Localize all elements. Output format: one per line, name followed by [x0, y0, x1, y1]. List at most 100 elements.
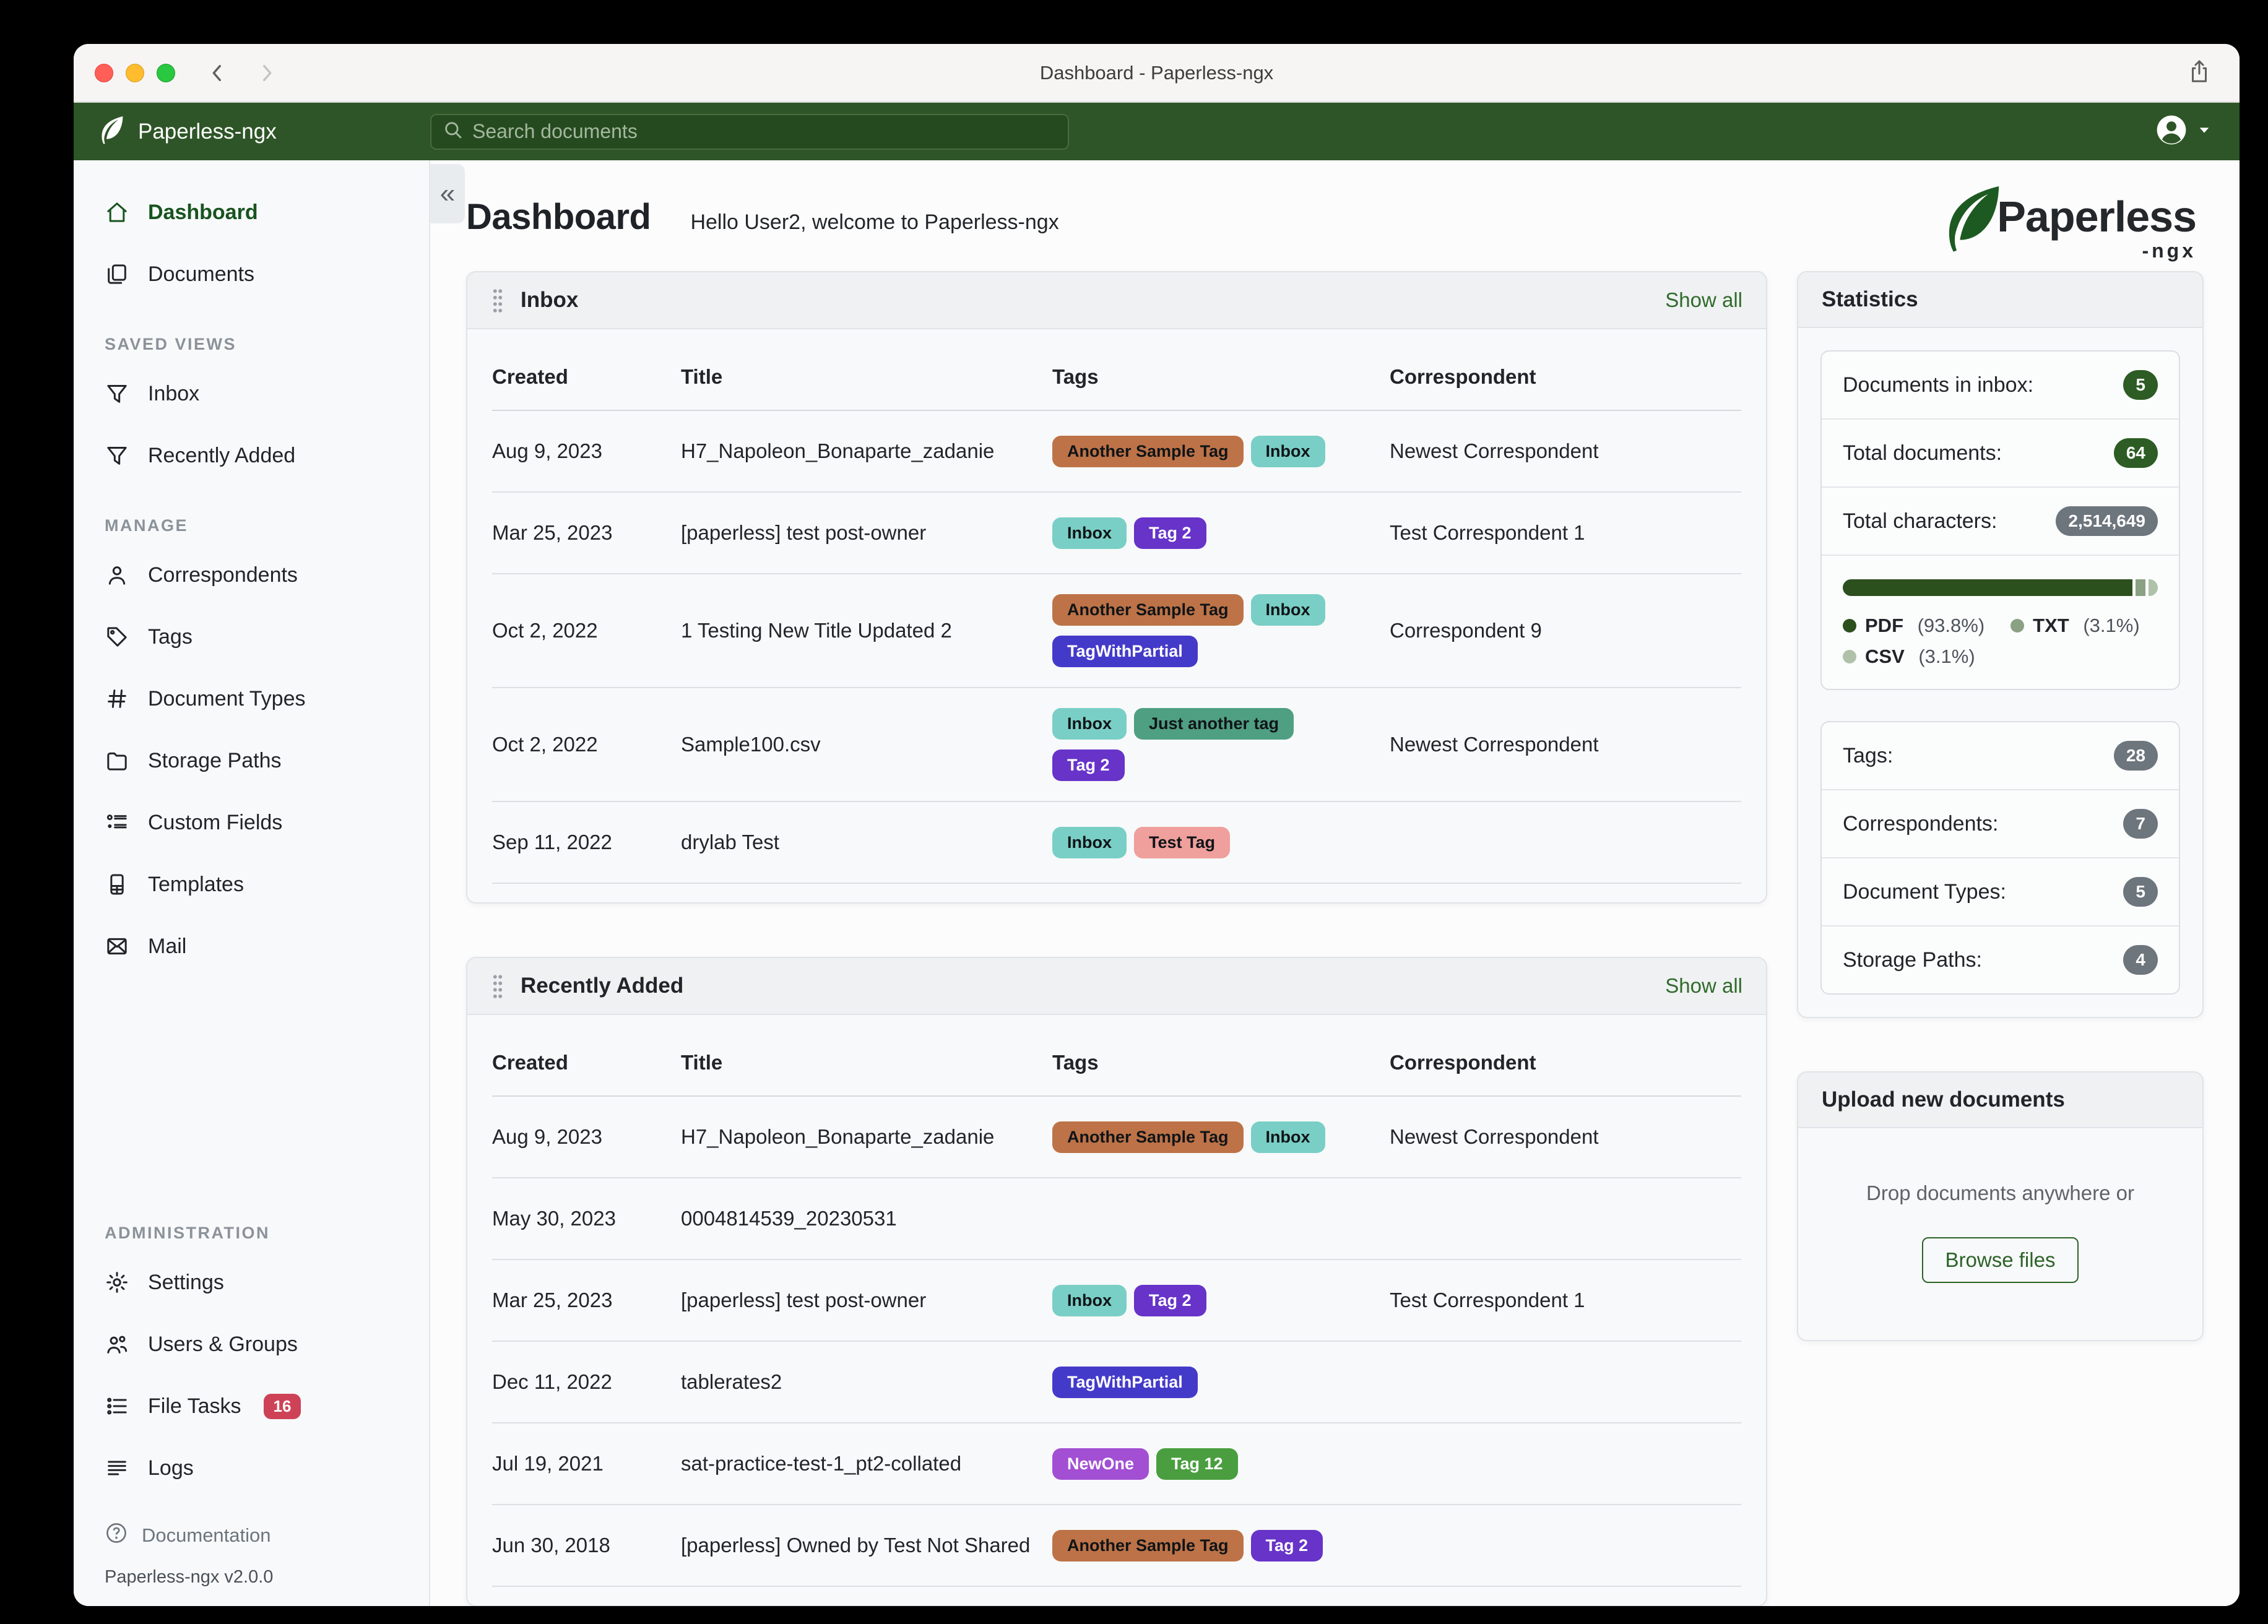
tag-pill[interactable]: Inbox [1250, 1121, 1325, 1153]
document-row[interactable]: Oct 2, 2022 Sample100.csv Inbox Just anot… [492, 688, 1741, 802]
tag-pill[interactable]: Another Sample Tag [1052, 1529, 1244, 1561]
close-window-button[interactable] [95, 63, 113, 82]
sidebar-item-recently-added[interactable]: Recently Added [74, 425, 429, 486]
document-title[interactable]: 0004814539_20230531 [681, 1207, 897, 1230]
brand[interactable]: Paperless-ngx [74, 115, 430, 148]
forward-icon[interactable] [254, 61, 279, 85]
document-tags: Another Sample Tag Inbox TagWithPartial [1052, 594, 1390, 667]
stat-badge: 64 [2113, 438, 2158, 468]
back-icon[interactable] [205, 61, 230, 85]
document-title[interactable]: Sample100.csv [681, 733, 821, 756]
tag-pill[interactable]: Another Sample Tag [1052, 1121, 1244, 1153]
sidebar-item-settings[interactable]: Settings [74, 1251, 429, 1313]
document-row[interactable]: Mar 25, 2023 [paperless] test post-owner… [492, 493, 1741, 574]
document-row[interactable]: Aug 9, 2023 H7_Napoleon_Bonaparte_zadani… [492, 411, 1741, 493]
tag-pill[interactable]: Just another tag [1134, 708, 1294, 740]
sidebar-item-templates[interactable]: Templates [74, 853, 429, 915]
sidebar-item-tags[interactable]: Tags [74, 606, 429, 668]
share-icon[interactable] [2186, 58, 2212, 87]
chevron-down-icon[interactable] [2197, 123, 2211, 140]
sidebar-item-label: Document Types [148, 686, 306, 710]
sidebar-item-inbox[interactable]: Inbox [74, 363, 429, 425]
zoom-window-button[interactable] [157, 63, 175, 82]
sidebar-item-mail[interactable]: Mail [74, 915, 429, 977]
document-row[interactable]: Mar 25, 2023 [paperless] test post-owner… [492, 1260, 1741, 1342]
tag-pill[interactable]: Another Sample Tag [1052, 594, 1244, 626]
sidebar-item-document-types[interactable]: Document Types [74, 668, 429, 730]
stat-label: Storage Paths: [1843, 948, 1982, 972]
document-row[interactable]: May 30, 2023 0004814539_20230531 [492, 1178, 1741, 1260]
page-title: Dashboard [466, 197, 651, 237]
document-row[interactable]: Dec 11, 2022 tablerates2 TagWithPartial [492, 1342, 1741, 1423]
show-all-link[interactable]: Show all [1665, 288, 1742, 311]
sidebar-item-file-tasks[interactable]: File Tasks 16 [74, 1375, 429, 1437]
sidebar-collapse-icon[interactable]: « [430, 164, 465, 223]
sidebar-item-storage-paths[interactable]: Storage Paths [74, 730, 429, 792]
column-header-tags: Tags [1052, 1051, 1099, 1074]
app-window: Dashboard - Paperless-ngx Paperless-ngx [74, 44, 2240, 1606]
tag-pill[interactable]: Inbox [1052, 517, 1127, 549]
legend-item: PDF (93.8%) [1843, 615, 1984, 637]
search-input[interactable] [472, 120, 1057, 143]
document-tags: Inbox Tag 2 [1052, 517, 1390, 549]
brand-label: Paperless-ngx [138, 119, 277, 144]
document-correspondent[interactable]: Newest Correspondent [1390, 733, 1599, 756]
document-tags: TagWithPartial [1052, 1366, 1390, 1398]
document-title[interactable]: H7_Napoleon_Bonaparte_zadanie [681, 1125, 995, 1148]
tag-pill[interactable]: Inbox [1250, 435, 1325, 467]
document-correspondent[interactable]: Test Correspondent 1 [1390, 1289, 1585, 1311]
browse-files-button[interactable]: Browse files [1921, 1237, 2079, 1283]
sidebar-item-documents[interactable]: Documents [74, 243, 429, 305]
tag-pill[interactable]: Tag 2 [1250, 1529, 1323, 1561]
tag-pill[interactable]: TagWithPartial [1052, 1366, 1198, 1398]
tag-pill[interactable]: Tag 2 [1134, 1284, 1206, 1316]
document-correspondent[interactable]: Newest Correspondent [1390, 1125, 1599, 1148]
document-row[interactable]: Jun 30, 2018 [paperless] Owned by Test N… [492, 1505, 1741, 1587]
file-icon [105, 872, 129, 897]
document-row[interactable]: Aug 9, 2023 H7_Napoleon_Bonaparte_zadani… [492, 1097, 1741, 1178]
sidebar-item-label: Users & Groups [148, 1332, 298, 1356]
document-title[interactable]: sat-practice-test-1_pt2-collated [681, 1452, 962, 1475]
sidebar-item-custom-fields[interactable]: Custom Fields [74, 792, 429, 853]
tag-pill[interactable]: Inbox [1052, 826, 1127, 858]
paperless-leaf-icon [98, 115, 126, 148]
tag-pill[interactable]: Inbox [1052, 1284, 1127, 1316]
tag-pill[interactable]: TagWithPartial [1052, 636, 1198, 667]
tag-pill[interactable]: Another Sample Tag [1052, 435, 1244, 467]
tag-pill[interactable]: Tag 2 [1134, 517, 1206, 549]
legend-item: CSV (3.1%) [1843, 646, 1975, 668]
tag-pill[interactable]: Inbox [1052, 708, 1127, 740]
drag-handle-icon[interactable] [491, 287, 504, 313]
paperless-leaf-icon [1941, 181, 2006, 259]
document-correspondent[interactable]: Test Correspondent 1 [1390, 521, 1585, 544]
filter-icon [105, 381, 129, 406]
sidebar-item-correspondents[interactable]: Correspondents [74, 544, 429, 606]
sidebar-item-dashboard[interactable]: Dashboard [74, 181, 429, 243]
document-title[interactable]: tablerates2 [681, 1370, 782, 1393]
show-all-link[interactable]: Show all [1665, 974, 1742, 997]
document-title[interactable]: [paperless] test post-owner [681, 521, 927, 544]
sidebar-item-documentation[interactable]: Documentation [74, 1515, 429, 1556]
tag-pill[interactable]: Tag 2 [1052, 749, 1125, 781]
tag-pill[interactable]: Test Tag [1134, 826, 1231, 858]
document-correspondent[interactable]: Correspondent 9 [1390, 619, 1542, 642]
tag-pill[interactable]: Tag 12 [1156, 1448, 1238, 1480]
drag-handle-icon[interactable] [491, 973, 504, 999]
sidebar-item-logs[interactable]: Logs [74, 1437, 429, 1499]
minimize-window-button[interactable] [126, 63, 144, 82]
user-avatar[interactable] [2154, 113, 2189, 150]
document-row[interactable]: Jul 19, 2021 sat-practice-test-1_pt2-col… [492, 1423, 1741, 1505]
document-title[interactable]: [paperless] test post-owner [681, 1289, 927, 1311]
tag-pill[interactable]: Inbox [1250, 594, 1325, 626]
sidebar-item-users-groups[interactable]: Users & Groups [74, 1313, 429, 1375]
document-title[interactable]: drylab Test [681, 831, 779, 853]
document-correspondent[interactable]: Newest Correspondent [1390, 439, 1599, 462]
document-title[interactable]: [paperless] Owned by Test Not Shared [681, 1534, 1031, 1557]
document-title[interactable]: 1 Testing New Title Updated 2 [681, 619, 952, 642]
global-search[interactable] [430, 113, 1069, 150]
document-row[interactable]: Sep 11, 2022 drylab Test Inbox Test Tag [492, 802, 1741, 884]
document-title[interactable]: H7_Napoleon_Bonaparte_zadanie [681, 439, 995, 462]
document-row[interactable]: Oct 2, 2022 1 Testing New Title Updated … [492, 574, 1741, 688]
tag-pill[interactable]: NewOne [1052, 1448, 1149, 1480]
stat-badge: 2,514,649 [2056, 506, 2158, 536]
